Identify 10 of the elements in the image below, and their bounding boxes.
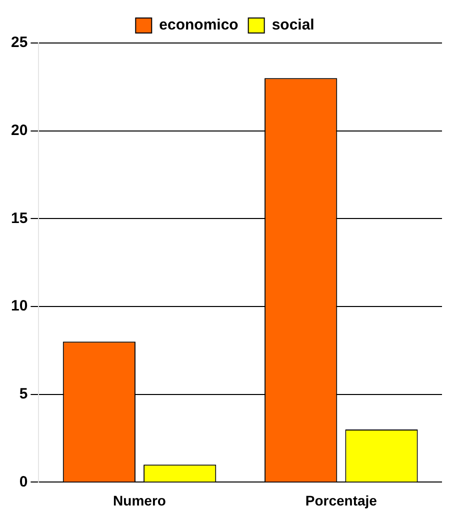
legend-label: social <box>272 16 314 34</box>
legend-label: economico <box>159 16 238 34</box>
y-tick-label: 10 <box>10 298 28 315</box>
y-tick-label: 5 <box>19 386 28 402</box>
y-tick-label: 25 <box>10 34 28 52</box>
y-tick-label: 0 <box>19 473 28 490</box>
y-tick-label: 15 <box>10 210 28 227</box>
x-tick-label: Porcentaje <box>305 492 378 508</box>
y-tick-label: 20 <box>10 122 28 139</box>
x-tick-label: Numero <box>113 492 166 508</box>
